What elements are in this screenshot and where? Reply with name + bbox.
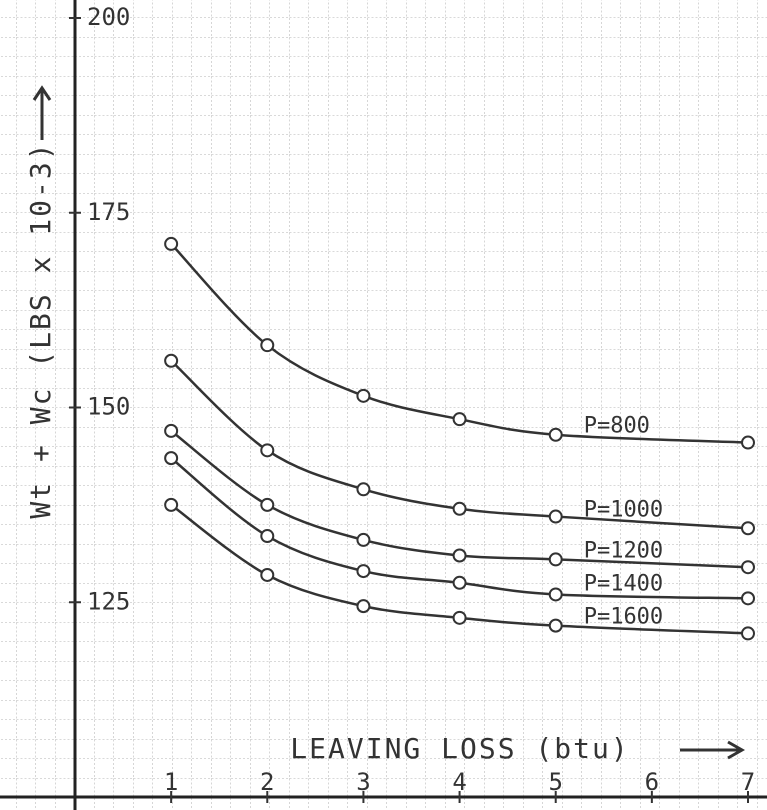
x-tick-label: 5 xyxy=(548,768,562,796)
data-point xyxy=(454,413,466,425)
series-label: P=1600 xyxy=(584,605,663,630)
series-label: P=1400 xyxy=(584,571,663,596)
data-point xyxy=(454,577,466,589)
x-tick-label: 4 xyxy=(452,768,466,796)
data-point xyxy=(454,550,466,562)
data-point xyxy=(454,612,466,624)
data-point xyxy=(261,569,273,581)
data-point xyxy=(550,429,562,441)
data-point xyxy=(742,627,754,639)
x-tick-label: 2 xyxy=(260,768,274,796)
data-point xyxy=(165,355,177,367)
data-point xyxy=(357,534,369,546)
data-point xyxy=(261,499,273,511)
data-point xyxy=(357,390,369,402)
data-point xyxy=(165,499,177,511)
series-label: P=800 xyxy=(584,414,650,439)
chart: Wt + Wc (LBS x 10-3) LEAVING LOSS (btu) … xyxy=(0,0,767,810)
y-tick-label: 125 xyxy=(87,587,130,615)
data-point xyxy=(742,592,754,604)
data-point xyxy=(742,522,754,534)
x-tick-label: 3 xyxy=(356,768,370,796)
y-tick-label: 150 xyxy=(87,393,130,421)
data-point xyxy=(261,339,273,351)
x-axis-title: LEAVING LOSS (btu) xyxy=(290,732,629,765)
y-tick-label: 200 xyxy=(87,3,130,31)
data-point xyxy=(165,452,177,464)
data-point xyxy=(357,565,369,577)
series-label: P=1200 xyxy=(584,538,663,563)
data-point xyxy=(357,600,369,612)
data-point xyxy=(742,437,754,449)
data-point xyxy=(550,511,562,523)
y-axis-title: Wt + Wc (LBS x 10-3) xyxy=(24,141,57,518)
series-label: P=1000 xyxy=(584,497,663,522)
data-point xyxy=(454,503,466,515)
data-point xyxy=(357,483,369,495)
x-tick-label: 1 xyxy=(164,768,178,796)
data-point xyxy=(165,238,177,250)
data-point xyxy=(550,620,562,632)
x-tick-label: 7 xyxy=(741,768,755,796)
data-point xyxy=(261,530,273,542)
data-point xyxy=(550,588,562,600)
data-point xyxy=(165,425,177,437)
x-tick-label: 6 xyxy=(645,768,659,796)
data-point xyxy=(550,553,562,565)
y-tick-label: 175 xyxy=(87,198,130,226)
data-point xyxy=(742,561,754,573)
data-point xyxy=(261,444,273,456)
